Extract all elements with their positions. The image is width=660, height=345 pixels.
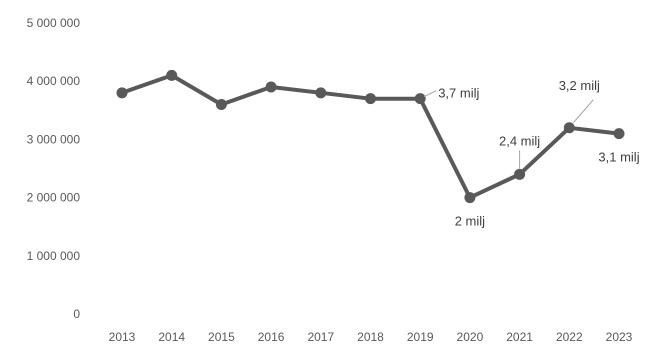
x-tick-label: 2021 (506, 330, 533, 344)
data-labels: 3,7 milj 2 milj 2,4 milj 3,2 milj 3,1 milj (423, 78, 640, 229)
y-tick-label: 3 000 000 (27, 132, 81, 146)
y-tick-label: 1 000 000 (27, 249, 81, 263)
data-point (514, 168, 526, 180)
data-point (613, 128, 625, 140)
data-label: 2 milj (455, 214, 485, 229)
x-tick-label: 2018 (357, 330, 384, 344)
x-tick-label: 2020 (457, 330, 484, 344)
data-label: 3,7 milj (438, 86, 479, 101)
y-tick-label: 4 000 000 (27, 74, 81, 88)
y-tick-label: 0 (73, 307, 80, 321)
data-point (365, 93, 376, 105)
data-point (315, 87, 327, 99)
x-tick-label: 2017 (307, 330, 334, 344)
data-label: 2,4 milj (499, 133, 540, 148)
data-point (116, 87, 128, 99)
data-label: 3,1 milj (598, 150, 639, 165)
series-plot (116, 69, 625, 204)
x-tick-label: 2016 (258, 330, 285, 344)
x-tick-label: 2023 (606, 330, 633, 344)
data-point (166, 69, 178, 81)
data-point (464, 192, 476, 204)
x-tick-label: 2022 (556, 330, 583, 344)
data-point (563, 122, 575, 134)
data-point (215, 98, 227, 110)
x-tick-label: 2014 (158, 330, 185, 344)
x-tick-label: 2019 (407, 330, 434, 344)
data-point (265, 81, 277, 93)
x-tick-label: 2015 (208, 330, 235, 344)
x-axis: 2013 2014 2015 2016 2017 2018 2019 2020 2021 2022… (109, 330, 633, 344)
label-leader-line (423, 90, 437, 98)
label-leader-line (572, 99, 594, 124)
data-point (414, 93, 426, 105)
y-tick-label: 2 000 000 (27, 191, 81, 205)
x-tick-label: 2013 (109, 330, 136, 344)
y-axis: 0 1 000 000 2 000 000 3 000 000 4 000 000 5 0… (27, 16, 81, 321)
data-label: 3,2 milj (559, 78, 600, 93)
y-tick-label: 5 000 000 (27, 16, 81, 30)
